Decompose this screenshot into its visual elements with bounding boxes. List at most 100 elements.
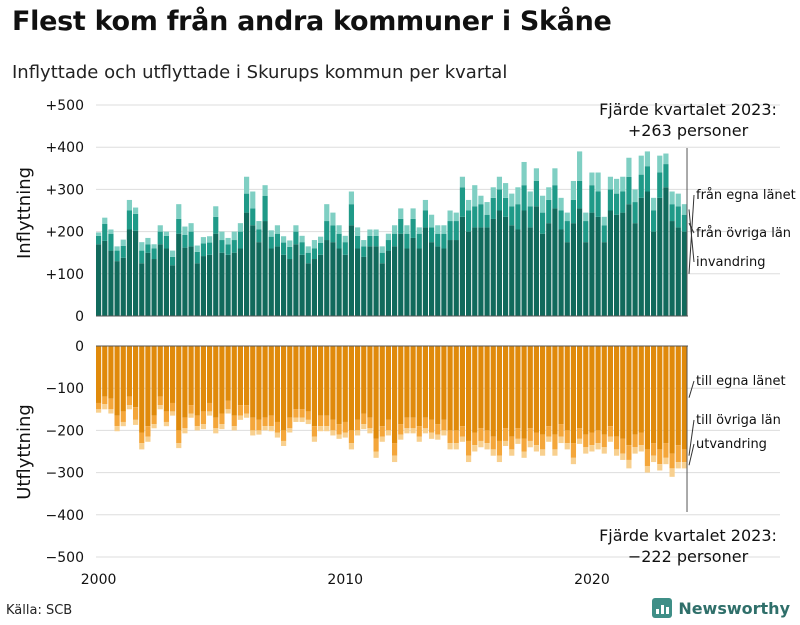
inflow-bar-från-övriga-län <box>207 242 213 255</box>
outflow-bar-till-övriga-län <box>348 430 355 444</box>
outflow-bar-till-övriga-län <box>503 428 509 441</box>
inflow-bar-från-övriga-län <box>379 252 385 264</box>
inflow-bar-invandring <box>614 178 620 194</box>
outflow-bar-till-övriga-län <box>496 440 503 456</box>
outflow-bar-till-egna-länet <box>200 346 207 412</box>
inflow-bar-från-övriga-län <box>558 210 564 230</box>
inflow-bar-invandring <box>102 217 108 224</box>
outflow-bar-till-övriga-län <box>299 409 305 418</box>
outflow-bar-till-egna-länet <box>336 346 342 425</box>
outflow-bar-till-övriga-län <box>287 417 293 429</box>
inflow-bar-invandring <box>336 225 342 234</box>
inflow-bar-från-övriga-län <box>577 180 583 209</box>
outflow-bar-utvandring <box>157 405 163 410</box>
inflow-bar-från-egna-länet <box>293 244 299 316</box>
inflow-bar-invandring <box>133 207 139 214</box>
inflow-bar-invandring <box>281 236 287 243</box>
inflow-bar-invandring <box>533 168 540 181</box>
inflow-bar-från-egna-länet <box>410 237 416 316</box>
outflow-bar-till-egna-länet <box>114 346 120 416</box>
outflow-bar-till-egna-länet <box>96 346 102 403</box>
inflow-bar-från-övriga-län <box>120 245 126 258</box>
outflow-bar-till-egna-länet <box>466 346 472 441</box>
outflow-bar-utvandring <box>490 449 496 456</box>
outflow-bar-till-övriga-län <box>361 413 367 425</box>
outflow-bar-till-egna-länet <box>533 346 540 433</box>
outflow-bar-utvandring <box>651 455 657 463</box>
outflow-bar-till-egna-länet <box>219 346 225 414</box>
inflow-bar-från-övriga-län <box>589 185 595 213</box>
outflow-bar-till-egna-länet <box>231 346 237 416</box>
inflow-bar-från-egna-länet <box>102 240 108 316</box>
outflow-bar-till-egna-länet <box>373 346 379 439</box>
inflow-bar-från-övriga-län <box>398 218 404 234</box>
outflow-bar-utvandring <box>601 447 607 454</box>
inflow-bar-invandring <box>250 191 256 209</box>
inflow-bar-från-övriga-län <box>299 242 305 255</box>
inflow-bar-från-övriga-län <box>515 204 521 230</box>
outflow-bar-till-övriga-län <box>114 415 120 427</box>
outflow-bar-till-övriga-län <box>570 443 577 458</box>
outflow-bar-utvandring <box>367 428 373 434</box>
outflow-bar-utvandring <box>558 436 564 444</box>
inflow-bar-från-egna-länet <box>170 265 176 316</box>
outflow-bar-till-övriga-län <box>466 440 472 456</box>
bottom-annotation-line2: −222 personer <box>628 547 749 566</box>
inflow-bar-invandring <box>219 231 225 241</box>
inflow-bar-från-egna-länet <box>324 240 330 316</box>
outflow-bar-till-egna-länet <box>182 346 188 418</box>
outflow-bar-till-övriga-län <box>145 426 151 437</box>
inflow-bar-invandring <box>96 232 102 236</box>
outflow-bar-utvandring <box>299 417 305 422</box>
inflow-bar-från-övriga-län <box>182 234 188 248</box>
outflow-bar-till-egna-länet <box>311 346 318 427</box>
outflow-bar-till-egna-länet <box>546 346 552 427</box>
inflow-bar-från-övriga-län <box>601 225 607 243</box>
outflow-bar-utvandring <box>416 436 422 442</box>
inflow-bar-från-egna-länet <box>620 212 626 316</box>
outflow-bar-utvandring <box>361 424 367 430</box>
inflow-bar-från-övriga-län <box>564 221 570 243</box>
inflow-bar-från-övriga-län <box>521 185 527 211</box>
outflow-bar-till-övriga-län <box>268 415 274 427</box>
inflow-bar-invandring <box>589 172 595 186</box>
inflow-bar-från-egna-länet <box>546 223 552 316</box>
outflow-bar-utvandring <box>533 445 540 452</box>
inflow-bar-från-egna-länet <box>237 248 244 316</box>
outflow-bar-utvandring <box>459 436 466 442</box>
outflow-bar-till-övriga-län <box>342 421 348 433</box>
outflow-bar-utvandring <box>441 430 447 436</box>
outflow-bar-utvandring <box>120 421 126 427</box>
inflow-bar-från-övriga-län <box>330 225 336 243</box>
outflow-bar-till-övriga-län <box>681 449 688 463</box>
inflow-bar-från-övriga-län <box>213 216 219 234</box>
inflow-bar-från-egna-länet <box>441 248 447 316</box>
inflow-bar-från-egna-länet <box>669 221 675 316</box>
inflow-bar-invandring <box>361 240 367 247</box>
inflow-bar-invandring <box>521 161 527 186</box>
outflow-bar-till-övriga-län <box>509 436 515 450</box>
inflow-bar-från-egna-länet <box>626 204 632 316</box>
inflow-bar-från-övriga-län <box>533 180 540 207</box>
outflow-bar-till-egna-länet <box>330 346 336 420</box>
outflow-bar-till-övriga-län <box>453 430 459 444</box>
inflow-bar-från-övriga-län <box>681 214 688 232</box>
outflow-bar-till-egna-länet <box>441 346 447 420</box>
outflow-bar-utvandring <box>410 428 416 434</box>
inflow-bar-från-övriga-län <box>422 210 429 228</box>
inflow-bar-från-övriga-län <box>570 199 577 224</box>
outflow-bar-utvandring <box>348 443 355 450</box>
outflow-bar-till-egna-länet <box>484 346 490 431</box>
inflow-bar-från-övriga-län <box>126 210 133 230</box>
bottom-y-tick-label: −100 <box>46 381 84 397</box>
outflow-bar-till-övriga-län <box>527 428 533 441</box>
inflow-bar-från-övriga-län <box>151 248 157 260</box>
outflow-bar-till-egna-länet <box>126 346 133 397</box>
outflow-bar-utvandring <box>96 409 102 413</box>
inflow-bar-invandring <box>207 236 213 243</box>
outflow-bar-utvandring <box>151 424 157 429</box>
inflow-bar-invandring <box>447 210 453 222</box>
outflow-bar-utvandring <box>681 462 688 469</box>
outflow-bar-till-övriga-län <box>188 405 194 414</box>
outflow-bar-till-övriga-län <box>133 407 139 420</box>
